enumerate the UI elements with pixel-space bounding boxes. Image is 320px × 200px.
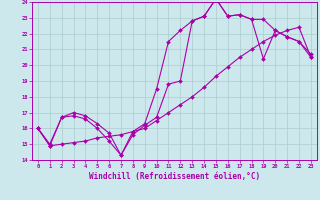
X-axis label: Windchill (Refroidissement éolien,°C): Windchill (Refroidissement éolien,°C) [89, 172, 260, 181]
